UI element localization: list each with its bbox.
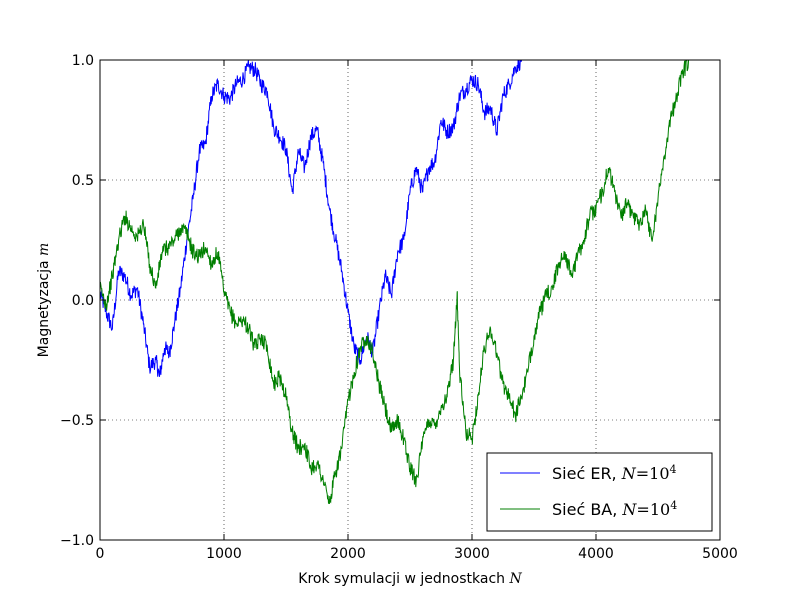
axis-ticks — [99, 59, 721, 541]
x-axis-label: Krok symulacji w jednostkach N — [298, 571, 522, 587]
legend-box — [486, 452, 713, 532]
y-axis-label-math: m — [36, 243, 52, 256]
x-tick-label: 3000 — [454, 546, 490, 562]
x-tick-label: 1000 — [206, 546, 242, 562]
x-tick-label: 2000 — [330, 546, 366, 562]
y-axis-label-text: Magnetyzacja — [36, 260, 52, 357]
y-tick-label: −1.0 — [60, 533, 94, 549]
legend-entry-ba: Sieć BA, N=104 — [552, 499, 677, 520]
x-tick-label: 4000 — [578, 546, 614, 562]
series-layer — [99, 59, 690, 505]
x-axis-label-math: N — [508, 571, 522, 587]
x-axis-label-text: Krok symulacji w jednostkach — [298, 571, 505, 587]
y-axis-label: Magnetyzacja m — [36, 243, 52, 358]
legend: Sieć ER, N=104 Sieć BA, N=104 — [486, 452, 713, 532]
y-tick-label: 1.0 — [72, 53, 94, 69]
x-tick-label: 5000 — [702, 546, 738, 562]
x-tick-label: 0 — [96, 546, 105, 562]
y-tick-label: −0.5 — [60, 413, 94, 429]
series-line-er — [99, 59, 523, 377]
series-line-ba — [99, 59, 690, 505]
y-tick-label: 0.0 — [72, 293, 94, 309]
legend-entry-er: Sieć ER, N=104 — [552, 463, 677, 484]
y-tick-label: 0.5 — [72, 173, 94, 189]
tick-labels: 0 1000 2000 3000 4000 5000 −1.0 −0.5 0.0 0.5 1.0 — [60, 53, 738, 562]
